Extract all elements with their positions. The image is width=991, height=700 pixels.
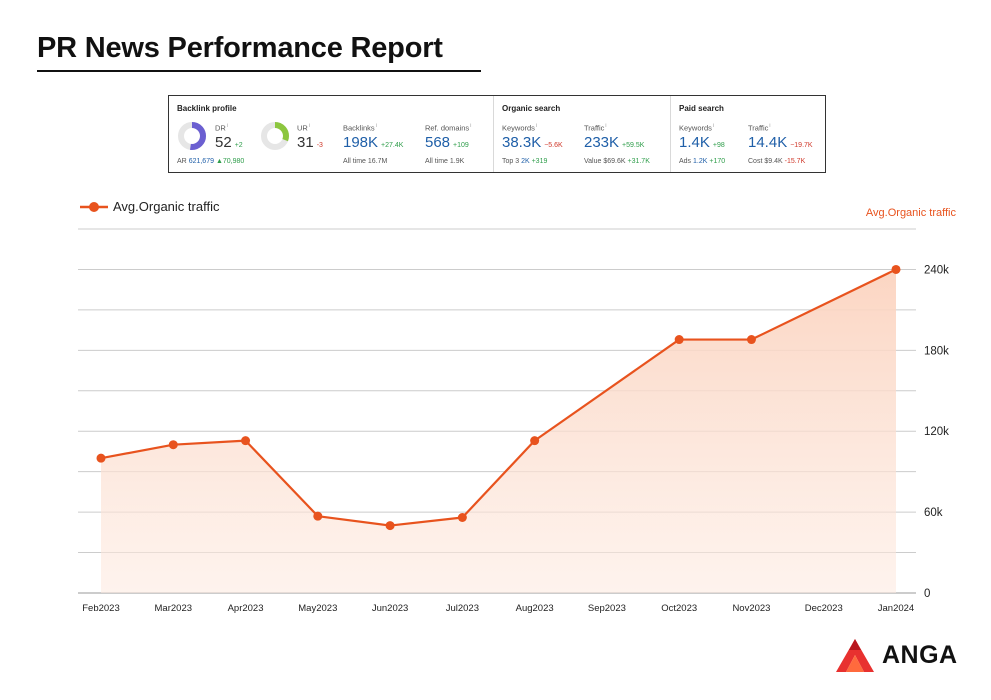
organic-search-title: Organic search [502,104,561,113]
x-tick-label: Aug2023 [516,603,554,614]
data-point-oct2023 [674,335,684,345]
legend-label: Avg.Organic traffic [113,199,220,214]
info-icon: i [769,123,771,129]
info-icon: i [226,123,228,129]
dr-donut-icon [178,122,206,150]
traffic-series-line [100,268,897,527]
anga-logo[interactable]: ANGA [835,638,963,674]
data-point-mar2023 [168,440,178,450]
organic-top3: Top 3 2K +319 [502,158,548,165]
dr-delta: +2 [234,142,243,149]
data-point-apr2023 [241,436,251,446]
data-point-jul2023 [457,513,467,523]
paid-keywords-label: Keywordsi [679,123,715,133]
paid-traffic-value[interactable]: 14.4K −19.7K [748,134,813,151]
x-tick-label: Sep2023 [588,603,626,614]
organic-search-section: Organic search Keywordsi 38.3K −5.6K Top … [493,96,669,172]
x-tick-label: Mar2023 [155,603,193,614]
x-tick-label: Dec2023 [805,603,843,614]
y-tick-label: 180k [924,345,949,357]
x-tick-label: Nov2023 [732,603,770,614]
y-tick-label: 0 [924,588,930,600]
data-point-may2023 [313,511,323,521]
ref-domains-all-time: All time 1.9K [425,158,465,165]
x-tick-label: Jun2023 [372,603,408,614]
data-point-jun2023 [385,521,395,531]
info-icon: i [308,123,310,129]
x-tick-label: Oct2023 [661,603,697,614]
backlinks-label: Backlinksi [343,123,377,133]
ref-domains-label: Ref. domainsi [425,123,472,133]
y-axis-labels: 0 60k 120k 180k 240k [924,264,949,600]
paid-ads: Ads 1.2K +170 [679,158,726,165]
x-tick-label: May2023 [298,603,337,614]
backlinks-all-time: All time 16.7M [343,158,388,165]
paid-keywords-value[interactable]: 1.4K +98 [679,134,725,151]
organic-keywords-value[interactable]: 38.3K −5.6K [502,134,563,151]
chart-points [96,264,901,531]
paid-traffic-label: Traffici [748,123,771,133]
dr-value: 52 +2 [215,134,243,151]
y-tick-label: 60k [924,507,943,519]
anga-logo-icon [836,639,874,672]
info-icon: i [535,123,538,129]
organic-keywords-label: Keywordsi [502,123,538,133]
x-axis-labels: Feb2023 Mar2023 Apr2023 May2023 Jun2023 Jul20… [82,603,914,614]
ur-label: URi [297,123,310,133]
metrics-panel: Backlink profile DRi 52 +2 AR 621,679 ▲70… [168,95,826,173]
info-icon: i [605,123,607,129]
chart-line-layer [100,268,897,527]
x-tick-label: Jul2023 [446,603,479,614]
organic-traffic-value-row: Value $69.6K +31.7K [584,158,650,165]
y-axis-series-label: Avg.Organic traffic [865,207,956,219]
y-tick-label: 240k [924,264,949,276]
ref-domains-value[interactable]: 568 +109 [425,134,469,151]
info-icon: i [470,123,472,129]
info-icon: i [712,123,715,129]
backlink-profile-section: Backlink profile DRi 52 +2 AR 621,679 ▲70… [169,96,491,172]
x-tick-label: Jan2024 [878,603,914,614]
paid-search-section: Paid search Keywordsi 1.4K +98 Ads 1.2K +… [670,96,825,172]
data-point-jan2024 [891,264,901,274]
dr-label: DRi [215,123,228,133]
logo-text: ANGA [882,641,958,669]
backlinks-value[interactable]: 198K +27.4K [343,134,404,151]
ar-row: AR 621,679 ▲70,980 [177,158,245,165]
ur-value: 31 -3 [297,134,323,151]
info-icon: i [375,123,377,129]
chart-area-layer [101,269,896,593]
ur-delta: -3 [316,142,323,149]
title-underline [37,70,481,72]
data-point-aug2023 [530,436,540,446]
paid-cost: Cost $9.4K -15.7K [748,158,806,165]
y-tick-label: 120k [924,426,949,438]
organic-traffic-label: Traffici [584,123,607,133]
organic-traffic-value[interactable]: 233K +59.5K [584,134,645,151]
legend-line-dot-icon [80,202,108,212]
paid-search-title: Paid search [679,104,724,113]
data-point-feb2023 [96,453,106,463]
x-tick-label: Feb2023 [82,603,120,614]
backlink-profile-title: Backlink profile [177,104,237,113]
traffic-area [101,269,896,593]
data-point-nov2023 [746,335,756,345]
ur-donut-icon [261,122,289,150]
x-tick-label: Apr2023 [228,603,264,614]
page-title: PR News Performance Report [37,32,443,64]
